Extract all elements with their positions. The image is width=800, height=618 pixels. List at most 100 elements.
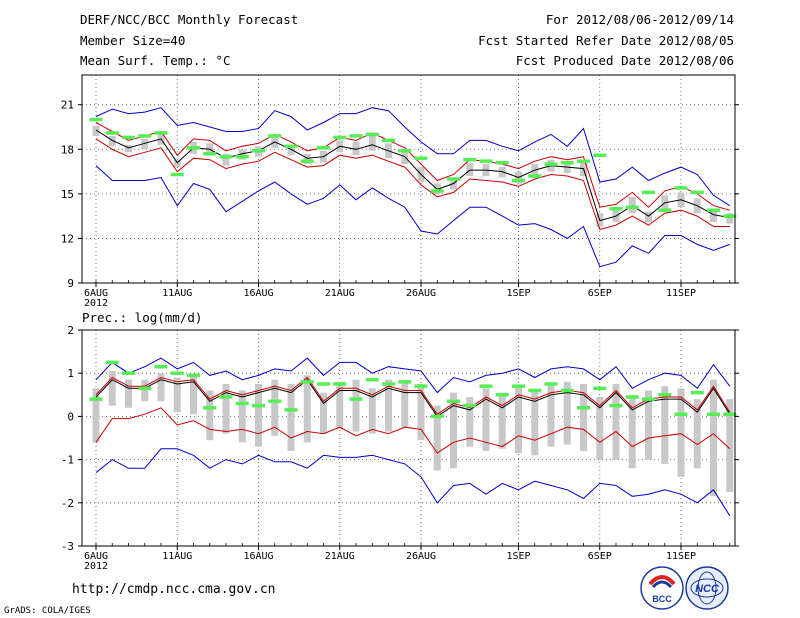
prec-observed-mark — [89, 397, 103, 401]
temp-observed-mark — [365, 132, 379, 137]
prec-observed-mark — [528, 388, 542, 393]
prec-box — [596, 396, 604, 460]
prec-box — [92, 388, 100, 443]
temp-xtick-label: 26AUG — [406, 288, 436, 299]
temp-observed-mark — [495, 160, 509, 165]
temp-ytick-label: 18 — [61, 143, 74, 156]
forecast-period: For 2012/08/06-2012/09/14 — [545, 12, 734, 27]
prec-observed-mark — [333, 382, 347, 386]
temp-observed-mark — [560, 160, 574, 165]
prec-observed-mark — [430, 414, 444, 419]
temp-ytick-label: 15 — [61, 188, 74, 201]
prec-panel-title: Prec.: log(mm/d) — [82, 310, 202, 325]
prec-observed-mark — [593, 386, 607, 391]
prec-observed-mark — [642, 397, 655, 401]
bcc-logo-text: BCC — [652, 594, 672, 604]
ncc-logo: NCC — [685, 566, 729, 610]
temp-observed-mark — [187, 146, 200, 150]
prec-box — [450, 392, 457, 469]
prec-box — [368, 388, 376, 434]
temp-xtick-label: 1SEP — [506, 288, 530, 299]
prec-observed-mark — [479, 384, 493, 388]
prec-xtick-label: 11SEP — [666, 551, 696, 562]
temp-box — [563, 162, 571, 174]
temp-series-spread-line — [95, 138, 730, 231]
prec-observed-mark — [658, 393, 672, 397]
prec-box — [466, 396, 474, 447]
prec-xtick-year: 2012 — [84, 561, 108, 572]
prec-ytick-label: -2 — [61, 497, 74, 510]
temp-observed-mark — [528, 174, 542, 178]
prec-observed-mark — [495, 393, 509, 397]
temp-observed-mark — [512, 178, 525, 183]
prec-xtick-label: 1SEP — [506, 551, 530, 562]
temp-box — [645, 211, 652, 223]
temp-observed-mark — [122, 135, 135, 140]
prec-box — [547, 384, 555, 447]
prec-series-extreme-line — [95, 448, 731, 517]
prec-box — [206, 390, 214, 441]
temp-observed-mark — [219, 154, 233, 159]
temp-observed-mark — [625, 205, 639, 209]
prec-box — [661, 386, 669, 464]
temp-observed-mark — [252, 149, 265, 153]
temp-series-spread-line — [95, 122, 730, 211]
forecast-started-date: Fcst Started Refer Date 2012/08/05 — [478, 32, 734, 48]
temp-box — [368, 135, 376, 151]
prec-box — [238, 390, 246, 443]
temp-box — [141, 138, 149, 150]
prec-series-extreme-line — [95, 357, 731, 394]
temp-observed-mark — [284, 144, 298, 149]
prec-series-spread-line — [95, 376, 731, 415]
source-url[interactable]: http://cmdp.ncc.cma.gov.cn — [72, 582, 276, 597]
temp-box — [303, 153, 311, 165]
temp-box — [628, 196, 636, 214]
prec-observed-mark — [707, 412, 720, 416]
temp-observed-mark — [414, 156, 428, 160]
prec-xtick-label: 6SEP — [588, 551, 612, 562]
temp-box — [401, 150, 409, 165]
prec-series-spread-line — [95, 407, 731, 454]
temp-series-extreme-line — [95, 107, 731, 207]
temp-observed-mark — [268, 134, 282, 138]
prec-box — [417, 384, 425, 441]
prec-box — [222, 384, 230, 434]
prec-box — [726, 399, 734, 492]
prec-observed-mark — [512, 384, 525, 388]
temp-box — [433, 183, 441, 194]
temp-observed-mark — [642, 190, 655, 195]
prec-observed-mark — [138, 386, 152, 391]
temp-box — [222, 153, 230, 166]
temp-ytick-label: 12 — [61, 232, 74, 245]
temp-observed-mark — [300, 159, 314, 163]
prec-xtick-label: 11AUG — [162, 551, 192, 562]
temp-box — [710, 208, 717, 223]
prec-observed-mark — [414, 384, 428, 388]
prec-xtick-label: 6AUG — [84, 551, 108, 562]
prec-box — [433, 405, 441, 471]
temp-ytick-label: 21 — [61, 99, 74, 112]
temp-box — [498, 167, 506, 178]
temp-observed-mark — [577, 159, 590, 163]
header-right: For 2012/08/06-2012/09/14 Fcst Started R… — [478, 10, 734, 72]
temp-observed-mark — [170, 172, 184, 177]
prec-box — [531, 390, 539, 456]
prec-ytick-label: -1 — [61, 454, 74, 467]
prec-observed-mark — [382, 382, 395, 386]
chart-title: DERF/NCC/BCC Monthly Forecast — [80, 12, 299, 27]
prec-observed-mark — [398, 380, 412, 384]
temp-observed-mark — [674, 186, 688, 190]
variable-label: Mean Surf. Temp.: °C — [80, 53, 231, 68]
prec-observed-mark — [154, 364, 168, 369]
temp-observed-mark — [317, 146, 330, 150]
temp-box — [287, 144, 295, 156]
prec-observed-mark — [447, 399, 460, 404]
prec-observed-mark — [203, 406, 217, 410]
prec-box — [580, 384, 587, 451]
prec-box — [352, 379, 360, 432]
temp-xtick-label: 21AUG — [325, 288, 355, 299]
temp-observed-mark — [105, 131, 119, 135]
temp-observed-mark — [333, 135, 347, 140]
temp-observed-mark — [609, 206, 623, 211]
prec-box — [401, 381, 409, 428]
